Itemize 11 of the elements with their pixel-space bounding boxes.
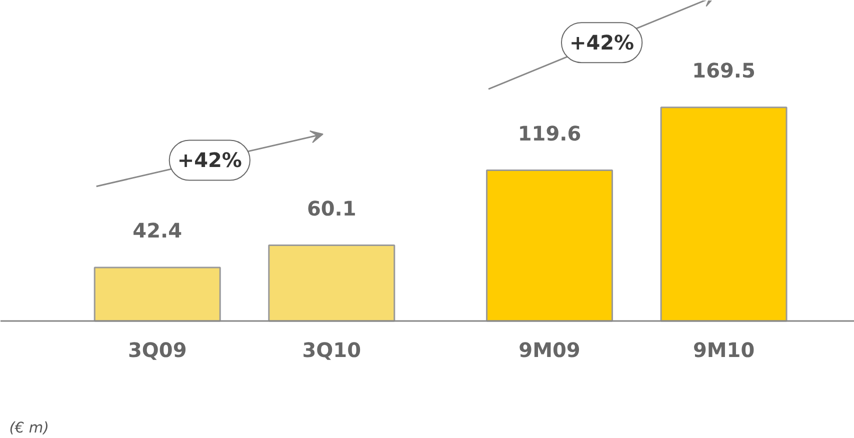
data-label: 119.6	[518, 121, 582, 146]
data-label: 60.1	[306, 196, 356, 220]
text: +42%	[569, 30, 634, 55]
annotation: +42%	[177, 148, 242, 172]
data-label: 42.4	[132, 218, 182, 243]
x-tick-label: 9M09	[518, 338, 580, 362]
x-tick-label: 3Q10	[302, 338, 362, 362]
text: (€ m)	[9, 419, 49, 436]
x-tick-label: 9M10	[692, 338, 755, 362]
data-label: 169.5	[692, 58, 756, 82]
x-tick-label: 3Q09	[128, 338, 187, 362]
